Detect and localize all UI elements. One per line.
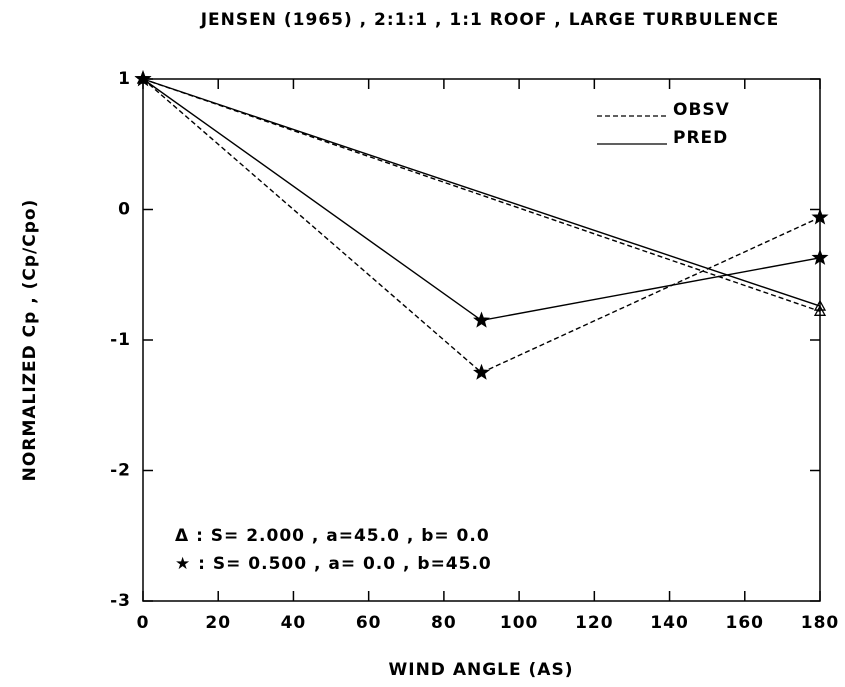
- marker: [811, 248, 829, 265]
- series-line: [142, 78, 821, 312]
- x-tick-label: 160: [726, 613, 765, 633]
- y-axis-label: NORMALIZED Cp , (Cp/Cpo): [20, 199, 40, 482]
- series-line: [142, 78, 821, 307]
- legend-label: OBSV: [673, 100, 730, 120]
- x-tick-label: 40: [281, 613, 307, 633]
- y-tick-label: 0: [118, 200, 131, 220]
- marker: [473, 311, 490, 328]
- marker: [134, 70, 152, 87]
- annotation: ★ : S= 0.500 , a= 0.0 , b=45.0: [175, 554, 492, 574]
- annotation: Δ : S= 2.000 , a=45.0 , b= 0.0: [175, 526, 490, 546]
- x-tick-label: 120: [575, 613, 614, 633]
- x-tick-label: 0: [137, 613, 150, 633]
- y-tick-label: -3: [110, 591, 131, 611]
- x-tick-label: 180: [801, 613, 840, 633]
- marker: [473, 363, 490, 380]
- plot-frame: [142, 78, 821, 602]
- series-line: [142, 78, 821, 374]
- legend-label: PRED: [673, 128, 728, 148]
- x-tick-label: 100: [500, 613, 539, 633]
- marker: [813, 299, 827, 311]
- x-tick-label: 20: [205, 613, 231, 633]
- x-axis-label: WIND ANGLE (AS): [389, 660, 574, 680]
- x-tick-label: 140: [650, 613, 689, 633]
- marker: [811, 208, 829, 225]
- marker: [813, 304, 827, 316]
- y-tick-label: -2: [110, 461, 131, 481]
- x-tick-label: 80: [431, 613, 457, 633]
- y-tick-label: 1: [118, 69, 131, 89]
- chart-title: JENSEN (1965) , 2:1:1 , 1:1 ROOF , LARGE…: [200, 10, 780, 30]
- x-tick-label: 60: [356, 613, 382, 633]
- y-tick-label: -1: [110, 330, 131, 350]
